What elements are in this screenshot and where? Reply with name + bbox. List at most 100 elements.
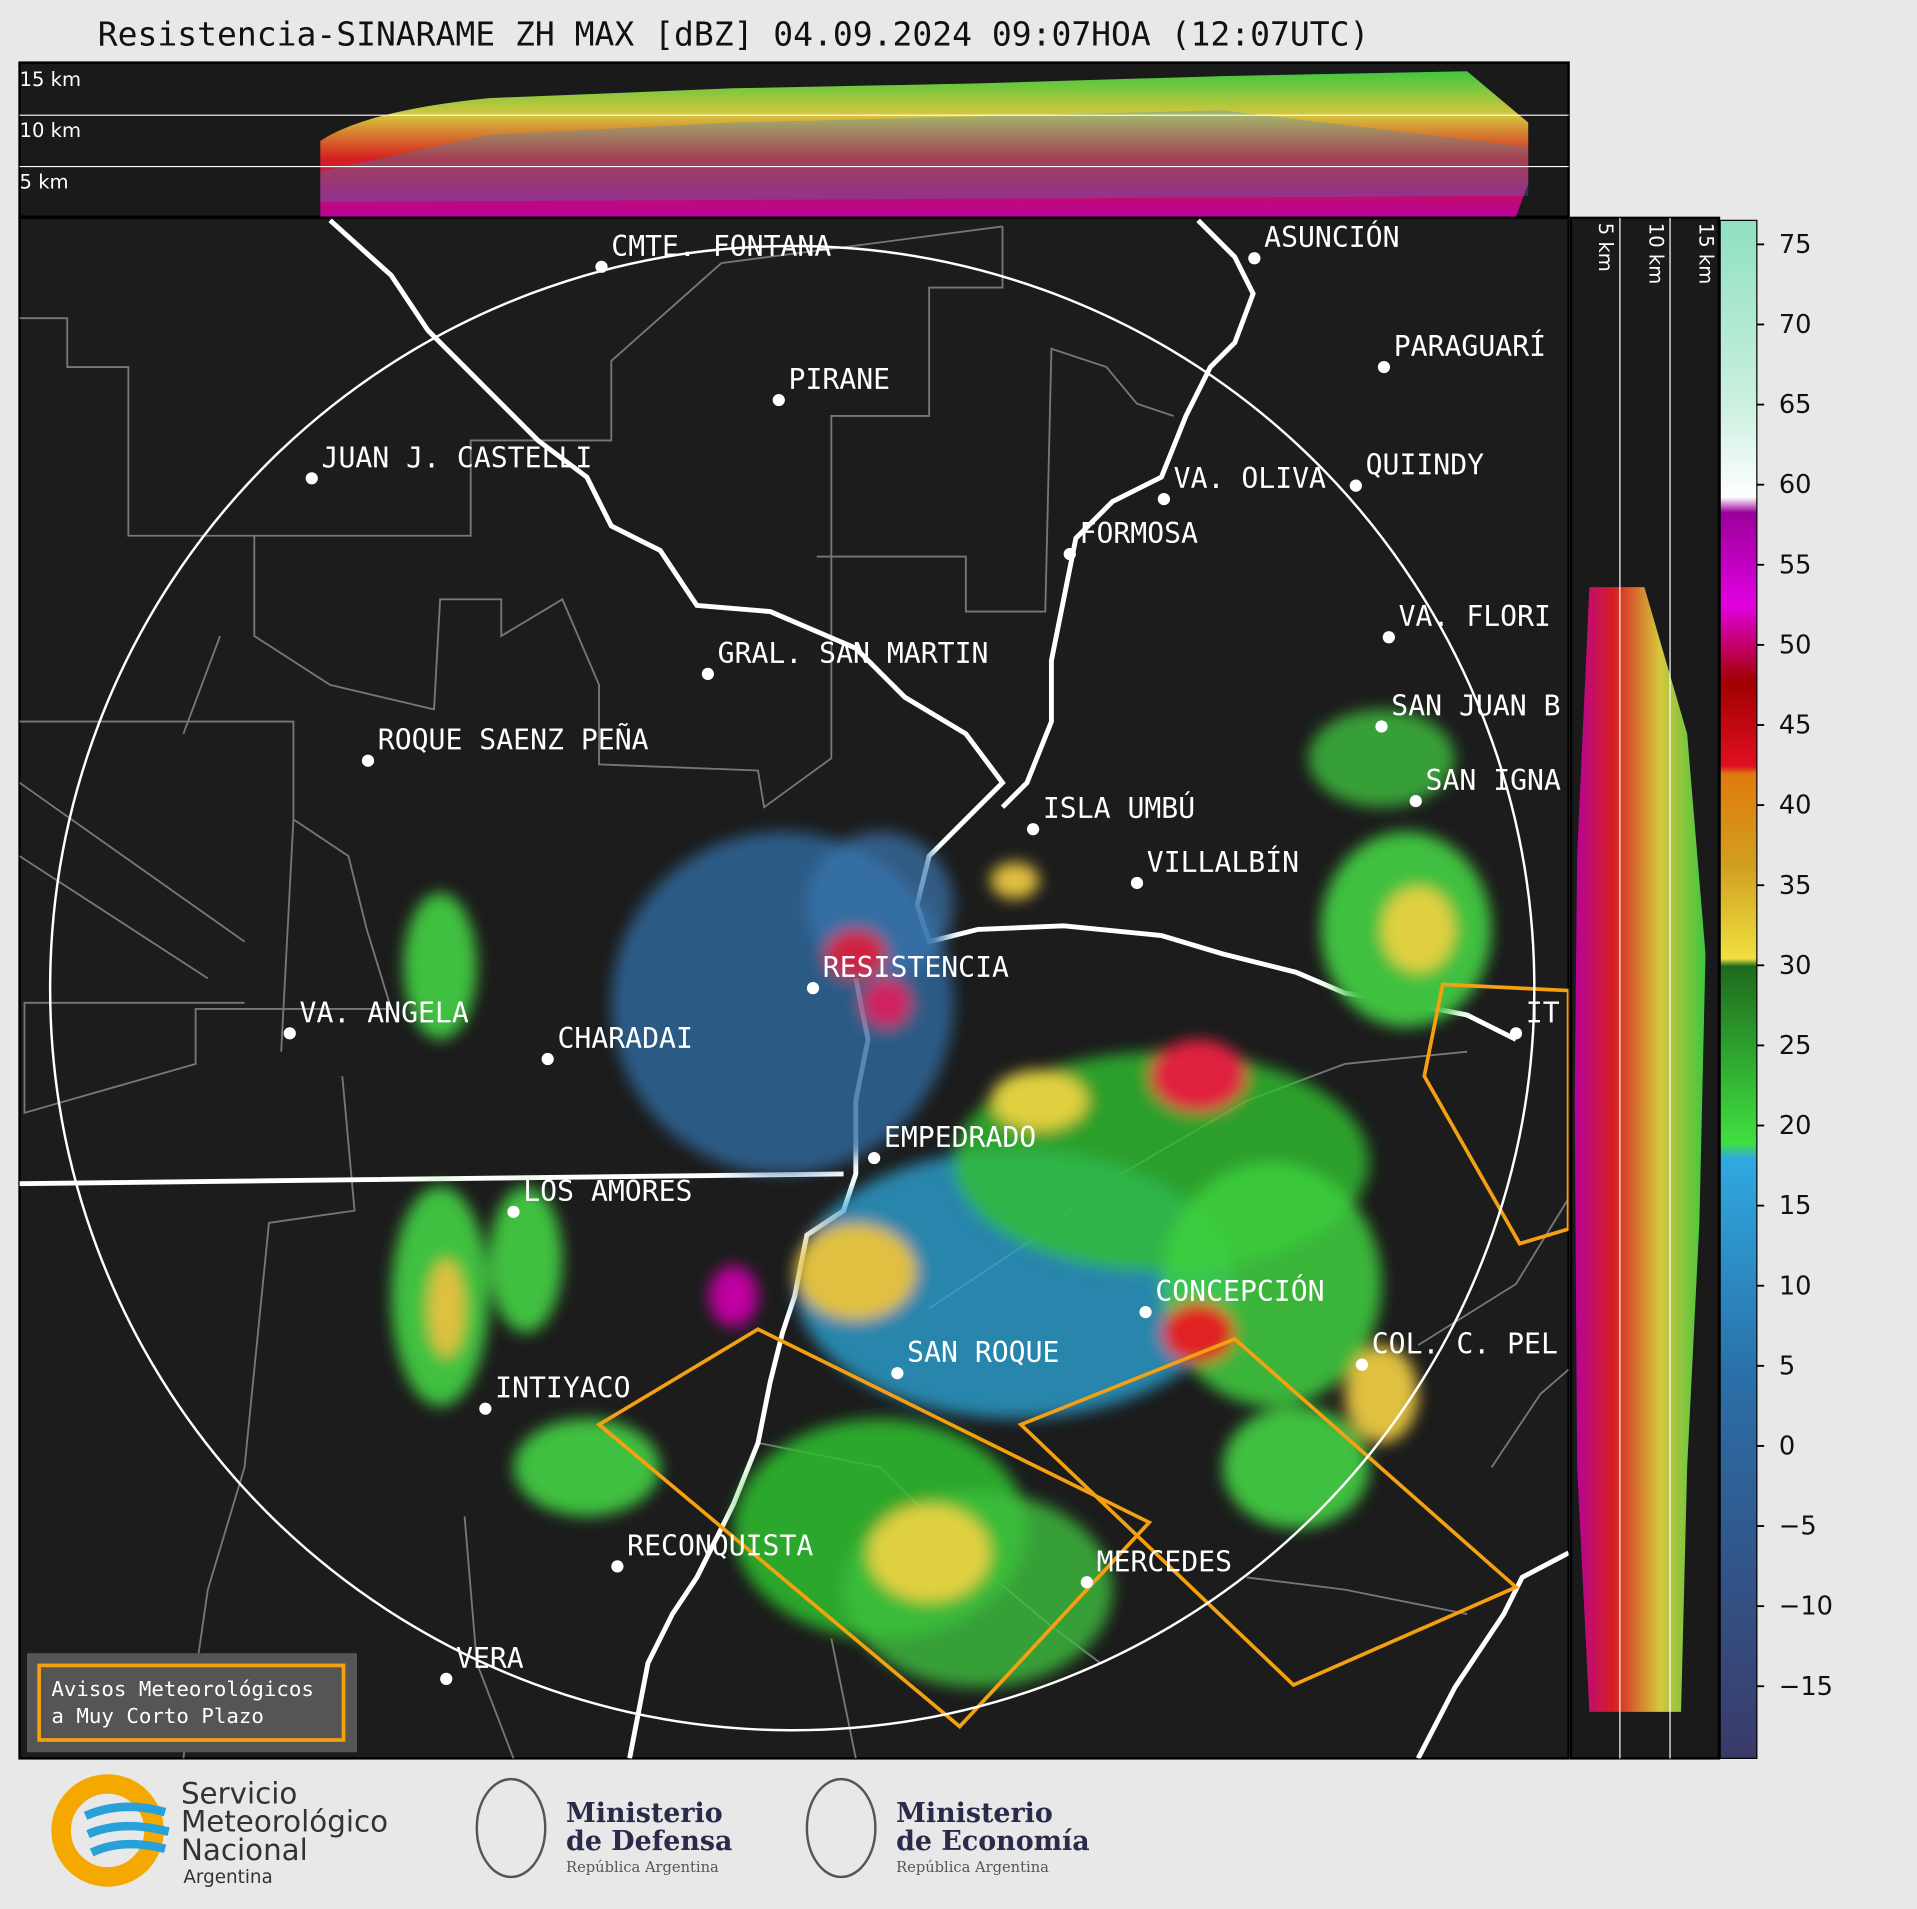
city-label: GRAL. SAN MARTIN [718, 637, 989, 670]
city-label: CONCEPCIÓN [1155, 1274, 1324, 1308]
colorbar [1719, 219, 1758, 1759]
colorbar-tick-label: 65 [1779, 390, 1812, 420]
city-label: CHARADAI [557, 1022, 692, 1055]
colorbar-tick-label: 50 [1779, 630, 1812, 660]
city-label: LOS AMORES [523, 1175, 692, 1208]
colorbar-tick-label: 70 [1779, 310, 1812, 340]
logo-text: de Defensa [566, 1826, 732, 1857]
city-dot [305, 472, 318, 485]
city-dot [1139, 1305, 1152, 1319]
height-label: 5 km [20, 171, 69, 194]
province-borders [19, 225, 1569, 1759]
city-label: QUIINDY [1366, 449, 1485, 482]
city-label: VERA [456, 1642, 524, 1675]
height-label: 5 km [1594, 223, 1617, 272]
colorbar-tick-label: 55 [1779, 550, 1812, 580]
logo-text: República Argentina [896, 1859, 1049, 1876]
city-label: VA. FLORI [1399, 600, 1551, 633]
city-dot [806, 982, 820, 995]
city-dot [1026, 823, 1040, 836]
city-label: EMPEDRADO [884, 1121, 1036, 1154]
city-dot [507, 1205, 520, 1218]
height-label: 10 km [20, 119, 81, 142]
colorbar-tick-label: 10 [1779, 1271, 1812, 1301]
city-dot [1377, 360, 1391, 374]
colorbar-tick-label: 20 [1779, 1111, 1812, 1141]
colorbar-tick-label: 30 [1779, 951, 1812, 981]
logo-text: República Argentina [566, 1859, 719, 1876]
city-dot [1063, 547, 1076, 561]
city-label: PARAGUARÍ [1394, 329, 1546, 363]
top-echo [320, 71, 1529, 217]
city-label: MERCEDES [1097, 1545, 1232, 1578]
city-label: INTIYACO [495, 1372, 630, 1405]
city-dot [701, 667, 714, 681]
colorbar-tick-label: 0 [1779, 1431, 1795, 1461]
colorbar-tick-label: −15 [1779, 1672, 1833, 1702]
city-dot [283, 1027, 296, 1040]
city-dot [1157, 492, 1171, 506]
city-dot [1382, 631, 1395, 644]
city-dot [541, 1052, 554, 1066]
city-label: ISLA UMBÚ [1043, 791, 1195, 825]
colorbar-tick-label: −5 [1779, 1512, 1817, 1542]
city-label: JUAN J. CASTELLI [322, 441, 593, 474]
city-dot [891, 1367, 904, 1380]
warning-text: a Muy Corto Plazo [51, 1704, 264, 1728]
right-echo [1574, 587, 1706, 1712]
city-layer: CMTE. FONTANA ASUNCIÓN PARAGUARÍ PIRANE JUAN… [283, 220, 1561, 1685]
city-dot [595, 260, 608, 273]
height-label: 15 km [20, 68, 81, 91]
colorbar-tick-label: 60 [1779, 470, 1812, 500]
logo-text: Ministerio [896, 1798, 1053, 1829]
city-dot [1080, 1576, 1093, 1589]
city-dot [1130, 876, 1144, 890]
logo-text: Ministerio [566, 1798, 723, 1829]
logo-text: Nacional [181, 1833, 308, 1867]
logo-economia: Ministerio de Economía República Argenti… [805, 1777, 1090, 1879]
city-dot [1248, 252, 1261, 265]
logo-text: Servicio [181, 1777, 297, 1811]
colorbar-tick-label: 25 [1779, 1031, 1812, 1061]
logo-text: de Economía [896, 1826, 1090, 1857]
city-dot [1409, 794, 1422, 808]
colorbar-tick-label: −10 [1779, 1592, 1833, 1622]
map-layer: CMTE. FONTANA ASUNCIÓN PARAGUARÍ PIRANE JUAN… [19, 218, 1569, 1759]
city-label: VILLALBÍN [1147, 845, 1299, 879]
radar-echoes [391, 709, 1492, 1688]
warning-polygons [595, 982, 1569, 1730]
city-label: SAN ROQUE [907, 1336, 1059, 1369]
colorbar-tick-label: 40 [1779, 791, 1812, 821]
city-label: ASUNCIÓN [1264, 220, 1399, 254]
city-dot [1349, 479, 1362, 492]
warning-box-border [37, 1663, 346, 1742]
city-label: VA. ANGELA [300, 996, 469, 1029]
city-label: RESISTENCIA [823, 951, 1009, 984]
city-label: CMTE. FONTANA [611, 230, 831, 263]
colorbar-tick-label: 75 [1779, 230, 1812, 260]
title: Resistencia-SINARAME ZH MAX [dBZ] 04.09.… [98, 15, 1370, 54]
logo-smn: Servicio Meteorológico Nacional Argentin… [51, 1774, 388, 1888]
warning-text: Avisos Meteorológicos [51, 1677, 314, 1701]
logo-text: Meteorológico [181, 1805, 388, 1839]
city-label: ROQUE SAENZ PEÑA [378, 723, 649, 757]
colorbar-tick-label: 5 [1779, 1351, 1795, 1381]
city-dot [868, 1151, 881, 1165]
height-label: 15 km [1694, 223, 1717, 284]
city-dot [1355, 1358, 1369, 1371]
city-dot [361, 754, 375, 767]
colorbar-tick-label: 15 [1779, 1191, 1812, 1221]
city-label: IT [1526, 996, 1560, 1029]
height-label: 10 km [1644, 223, 1667, 284]
city-label: COL. C. PEL [1372, 1328, 1558, 1361]
colorbar-tick-label: 45 [1779, 711, 1812, 741]
city-label: SAN JUAN B [1391, 689, 1560, 722]
warning-box [26, 1653, 357, 1753]
logo-text: Argentina [183, 1867, 272, 1888]
logo-defensa: Ministerio de Defensa República Argentin… [475, 1777, 732, 1879]
city-dot [772, 393, 785, 407]
city-dot [440, 1672, 453, 1685]
city-label: RECONQUISTA [627, 1529, 813, 1562]
